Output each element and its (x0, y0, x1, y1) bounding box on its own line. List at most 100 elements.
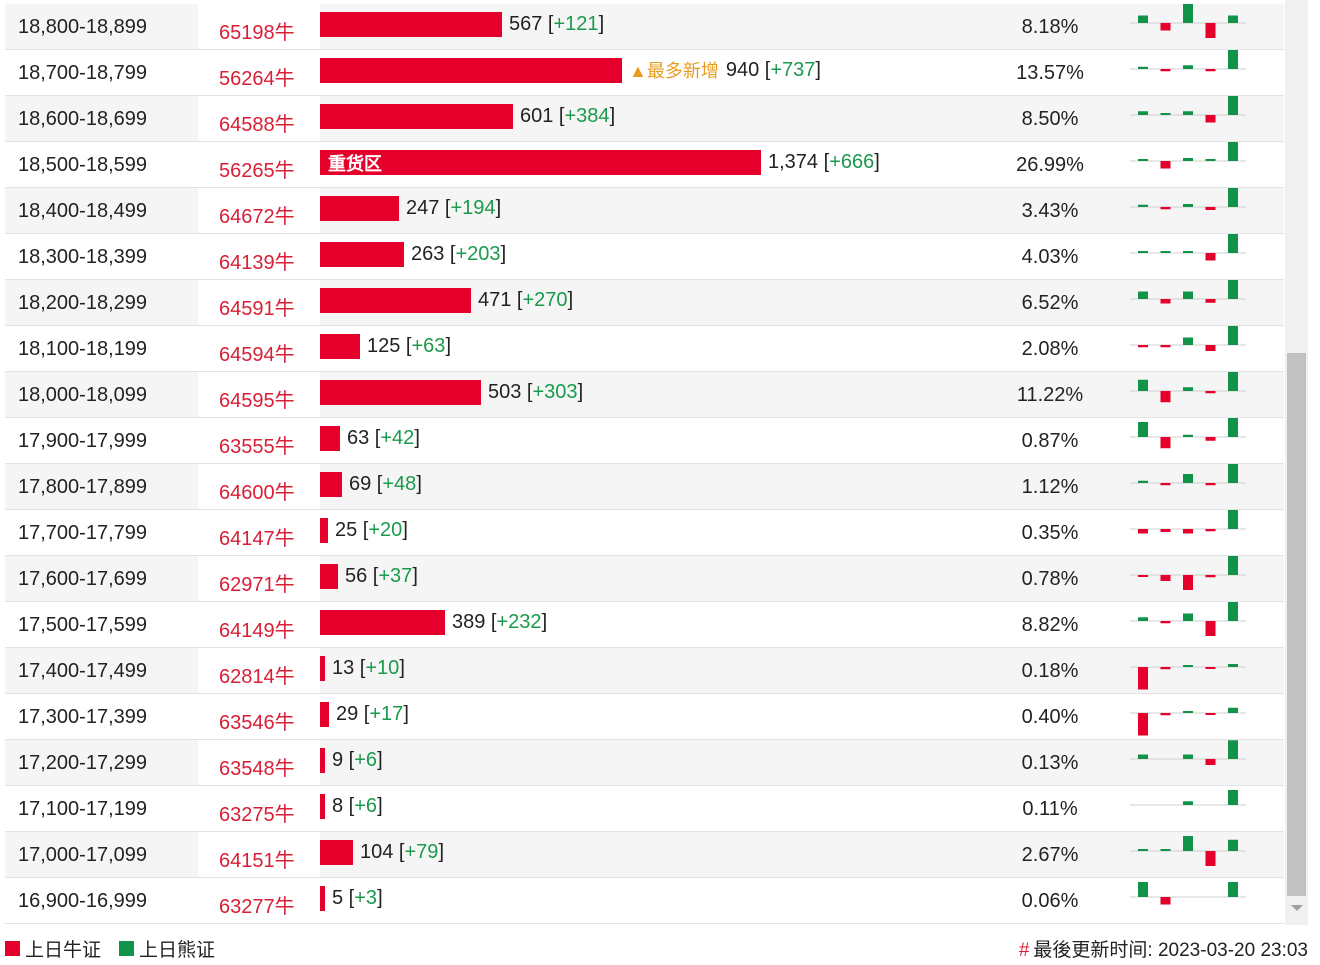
strike-range: 17,400-17,499 (18, 660, 148, 682)
table-row[interactable]: 18,300-18,399 64139牛 263 [+203] 4.03% (5, 234, 1284, 280)
history-sparkline (1130, 836, 1246, 866)
quantity-bar-cell: 125 [+63] (320, 326, 451, 371)
quantity-change: +203 (455, 242, 501, 265)
warrant-code-link[interactable]: 64151牛 (219, 850, 295, 872)
strike-range: 17,700-17,799 (18, 522, 148, 544)
warrant-code-link[interactable]: 63275牛 (219, 804, 295, 826)
percentage: 0.18% (1021, 660, 1079, 682)
percentage: 0.40% (1021, 706, 1079, 728)
scrollbar-thumb[interactable] (1287, 353, 1306, 896)
sparkline-bull-bar (1205, 345, 1216, 351)
vertical-scrollbar[interactable] (1285, 0, 1308, 925)
sparkline-bear-bar (1228, 464, 1238, 483)
sparkline-bear-bar (1228, 510, 1238, 529)
table-row[interactable]: 17,000-17,099 64151牛 104 [+79] 2.67% (5, 832, 1284, 878)
strike-range: 17,500-17,599 (18, 614, 148, 636)
heavy-zone-label: 重货区 (328, 153, 382, 174)
warrant-code-link[interactable]: 56265牛 (219, 160, 295, 182)
table-row[interactable]: 17,200-17,299 63548牛 9 [+6] 0.13% (5, 740, 1284, 786)
table-row[interactable]: 18,200-18,299 64591牛 471 [+270] 6.52% (5, 280, 1284, 326)
percentage: 0.78% (1021, 568, 1079, 590)
quantity-bar-cell: 104 [+79] (320, 832, 444, 877)
table-row[interactable]: 17,400-17,499 62814牛 13 [+10] 0.18% (5, 648, 1284, 694)
history-sparkline (1130, 790, 1246, 806)
percentage: 0.35% (1021, 522, 1079, 544)
warrant-code-link[interactable]: 56264牛 (219, 68, 295, 90)
warrant-code-link[interactable]: 64139牛 (219, 252, 295, 274)
history-sparkline (1130, 664, 1246, 690)
sparkline-bull-bar (1160, 345, 1171, 348)
warrant-code-link[interactable]: 63555牛 (219, 436, 295, 458)
quantity-value: 940 [+737] (725, 58, 821, 81)
table-row[interactable]: 17,600-17,699 62971牛 56 [+37] 0.78% (5, 556, 1284, 602)
warrant-code-link[interactable]: 64591牛 (219, 298, 295, 320)
sparkline-bear-bar (1138, 15, 1148, 23)
quantity-value: 247 [+194] (406, 196, 502, 219)
table-row[interactable]: 17,700-17,799 64147牛 25 [+20] 0.35% (5, 510, 1284, 556)
table-row[interactable]: 18,500-18,599 56265牛 重货区 1,374 [+666] 26.99% (5, 142, 1284, 188)
sparkline-bear-bar (1228, 188, 1238, 207)
history-sparkline (1130, 234, 1246, 261)
warrant-code-link[interactable]: 64149牛 (219, 620, 295, 642)
table-row[interactable]: 18,600-18,699 64588牛 601 [+384] 8.50% (5, 96, 1284, 142)
code-cell (198, 326, 320, 371)
warrant-code-link[interactable]: 64672牛 (219, 206, 295, 228)
sparkline-bull-bar (1160, 207, 1171, 210)
table-row[interactable]: 18,700-18,799 56264牛 ▲最多新增 940 [+737] 13.57% (5, 50, 1284, 96)
quantity-bar: 重货区 (320, 149, 761, 175)
table-row[interactable]: 18,100-18,199 64594牛 125 [+63] 2.08% (5, 326, 1284, 372)
quantity-number: 25 (335, 518, 358, 541)
quantity-change: +17 (369, 702, 404, 725)
warrant-code-link[interactable]: 64594牛 (219, 344, 295, 366)
strike-range: 16,900-16,999 (18, 890, 148, 912)
sparkline-bear-bar (1228, 664, 1238, 667)
code-cell (198, 510, 320, 555)
warrant-code-link[interactable]: 64595牛 (219, 390, 295, 412)
warrant-code-link[interactable]: 62971牛 (219, 574, 295, 596)
quantity-value: 389 [+232] (452, 610, 548, 633)
warrant-code-link[interactable]: 63546牛 (219, 712, 295, 734)
warrant-code-link[interactable]: 64600牛 (219, 482, 295, 504)
quantity-number: 389 (452, 610, 486, 633)
warrant-code-link[interactable]: 62814牛 (219, 666, 295, 688)
legend-bear-label: 上日熊证 (139, 940, 216, 961)
table-row[interactable]: 18,400-18,499 64672牛 247 [+194] 3.43% (5, 188, 1284, 234)
code-cell (198, 188, 320, 233)
strike-range: 18,200-18,299 (18, 292, 148, 314)
code-cell (198, 96, 320, 141)
table-row[interactable]: 17,800-17,899 64600牛 69 [+48] 1.12% (5, 464, 1284, 510)
warrant-code-link[interactable]: 63548牛 (219, 758, 295, 780)
quantity-number: 247 (406, 196, 440, 219)
sparkline-bull-bar (1205, 207, 1216, 210)
sparkline-bear-bar (1160, 251, 1171, 253)
warrant-code-link[interactable]: 64588牛 (219, 114, 295, 136)
quantity-number: 5 (332, 886, 344, 909)
table-row[interactable]: 16,900-16,999 63277牛 5 [+3] 0.06% (5, 878, 1284, 924)
quantity-change: +42 (380, 426, 415, 449)
sparkline-bull-bar (1183, 529, 1193, 534)
sparkline-bear-bar (1138, 379, 1148, 391)
quantity-number: 1,374 (768, 150, 819, 173)
table-row[interactable]: 17,500-17,599 64149牛 389 [+232] 8.82% (5, 602, 1284, 648)
warrant-code-link[interactable]: 65198牛 (219, 22, 295, 44)
warrant-code-link[interactable]: 64147牛 (219, 528, 295, 550)
scroll-down-arrow-icon[interactable] (1291, 905, 1303, 911)
table-row[interactable]: 18,000-18,099 64595牛 503 [+303] 11.22% (5, 372, 1284, 418)
percentage: 3.43% (1021, 200, 1079, 222)
table-row[interactable]: 17,100-17,199 63275牛 8 [+6] 0.11% (5, 786, 1284, 832)
warrant-code-link[interactable]: 63277牛 (219, 896, 295, 918)
sparkline-bull-bar (1160, 621, 1171, 624)
last-update: # 最後更新时间: 2023-03-20 23:03 (1019, 935, 1308, 962)
table-row[interactable]: 17,900-17,999 63555牛 63 [+42] 0.87% (5, 418, 1284, 464)
sparkline-bear-bar (1228, 15, 1238, 23)
quantity-bar-cell: 8 [+6] (320, 786, 383, 831)
table-row[interactable]: 17,300-17,399 63546牛 29 [+17] 0.40% (5, 694, 1284, 740)
history-sparkline (1130, 50, 1246, 72)
sparkline-bull-bar (1160, 299, 1171, 304)
table-row[interactable]: 18,800-18,899 65198牛 567 [+121] 8.18% (5, 4, 1284, 50)
sparkline-bull-bar (1138, 575, 1148, 577)
sparkline-bear-bar (1228, 790, 1238, 805)
quantity-change: +20 (368, 518, 403, 541)
strike-range: 18,500-18,599 (18, 154, 148, 176)
history-sparkline (1130, 556, 1246, 590)
